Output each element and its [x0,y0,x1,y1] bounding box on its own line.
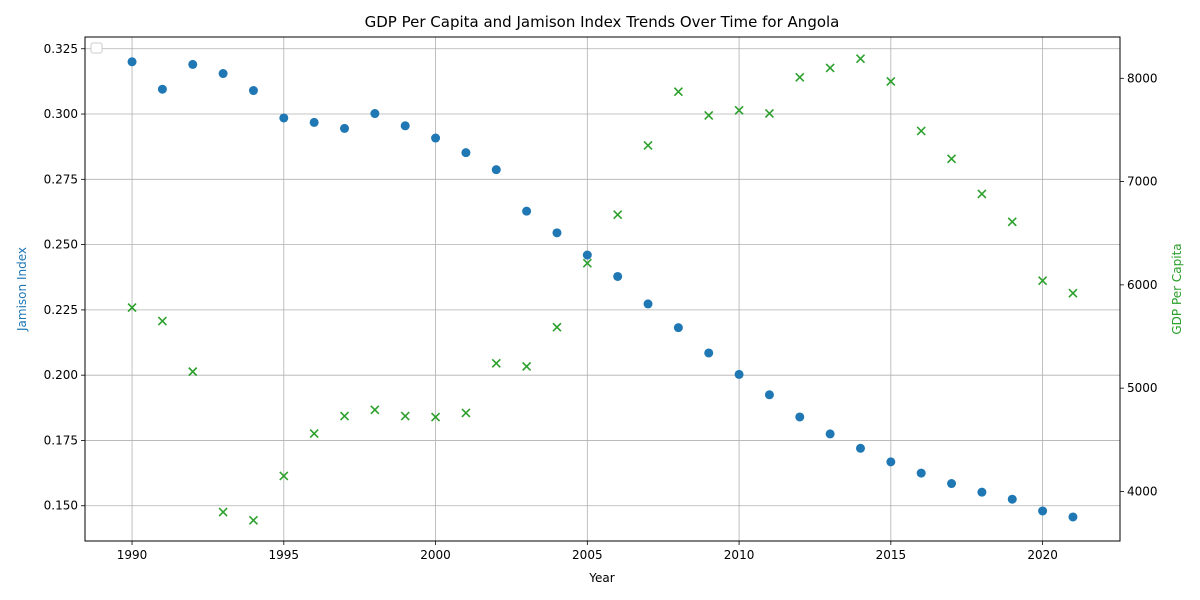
jamison-point [977,487,987,497]
jamison-point [1038,506,1048,516]
jamison-point [400,121,410,131]
gdp-point [522,361,532,372]
jamison-index-series [127,57,1078,522]
jamison-point [248,86,258,96]
left-tick-label: 0.250 [44,238,78,252]
jamison-point [461,148,471,158]
x-tick-label: 2010 [724,548,755,562]
right-tick-label: 8000 [1127,71,1158,85]
legend-box [90,42,103,54]
jamison-point [825,429,835,439]
x-tick-label: 2005 [572,548,603,562]
gdp-point [582,258,592,268]
jamison-point [673,323,683,333]
gdp-point [218,507,228,517]
gdp-point [734,105,744,115]
jamison-point [309,117,319,127]
gdp-point [643,140,653,151]
gdp-point [430,412,441,422]
chart-title: GDP Per Capita and Jamison Index Trends … [365,13,840,31]
gdp-point [400,411,410,421]
gdp-point [704,110,714,121]
jamison-point [613,271,623,281]
x-tick-label: 1990 [117,548,148,562]
gdp-point [370,405,380,415]
gdp-point [461,408,471,418]
jamison-point [764,390,774,400]
jamison-point [734,369,744,379]
gdp-point [795,72,805,82]
jamison-point [704,348,714,358]
gdp-point [886,76,896,86]
gdp-point [127,303,137,313]
x-tick-label: 2020 [1027,548,1058,562]
gdp-point [279,471,289,481]
jamison-point [582,250,592,260]
gdp-point [825,63,835,73]
gdp-point [946,154,957,164]
gdp-point [491,358,501,368]
jamison-point [916,468,926,478]
x-axis-label: Year [588,571,614,585]
x-axis-ticks: 1990 1995 2000 2005 2010 2015 2020 [117,541,1058,562]
jamison-point [127,57,137,67]
gdp-point [309,429,319,439]
x-tick-label: 2000 [420,548,451,562]
gdp-point [1007,217,1017,227]
jamison-point [157,84,167,94]
x-tick-label: 2015 [876,548,907,562]
gdp-point [764,108,775,118]
jamison-point [522,206,532,216]
gridlines [85,37,1120,541]
gdp-point [855,54,866,64]
right-tick-label: 5000 [1127,381,1158,395]
jamison-point [795,412,805,422]
gdp-point [339,411,350,421]
gdp-point [1068,288,1078,298]
jamison-point [431,133,441,143]
jamison-point [1007,494,1017,504]
left-axis-label: Jamison Index [15,247,29,332]
jamison-point [491,165,501,175]
left-tick-label: 0.275 [44,172,78,186]
left-tick-label: 0.325 [44,42,78,56]
x-tick-label: 1995 [269,548,300,562]
right-tick-label: 4000 [1127,484,1158,498]
gdp-point [157,316,167,326]
jamison-point [188,59,198,69]
jamison-point [1068,512,1078,522]
jamison-point [340,123,350,133]
jamison-point [370,109,380,119]
jamison-point [947,479,957,489]
jamison-point [552,228,562,238]
right-axis-label: GDP Per Capita [1170,243,1184,334]
jamison-point [218,69,228,79]
gdp-point [613,210,623,220]
gdp-point [977,189,987,199]
jamison-point [643,299,653,309]
right-tick-label: 7000 [1127,175,1158,189]
left-axis-ticks: 0.150 0.175 0.200 0.225 0.250 0.275 0.300 0.325 [44,42,85,513]
jamison-point [886,457,896,467]
gdp-point [673,87,683,97]
gdp-point [188,367,198,377]
gdp-point [248,515,259,525]
plot-frame [84,36,1121,542]
right-axis-ticks: 4000 5000 6000 7000 8000 [1120,71,1158,498]
jamison-point [279,113,289,123]
left-tick-label: 0.175 [44,433,78,447]
left-tick-label: 0.225 [44,303,78,317]
gdp-per-capita-series [127,54,1078,525]
gdp-point [552,322,562,332]
right-tick-label: 6000 [1127,278,1158,292]
jamison-point [855,443,865,453]
left-tick-label: 0.150 [44,499,78,513]
gdp-point [916,126,926,136]
left-tick-label: 0.300 [44,107,78,121]
left-tick-label: 0.200 [44,368,78,382]
gdp-point [1038,276,1048,286]
